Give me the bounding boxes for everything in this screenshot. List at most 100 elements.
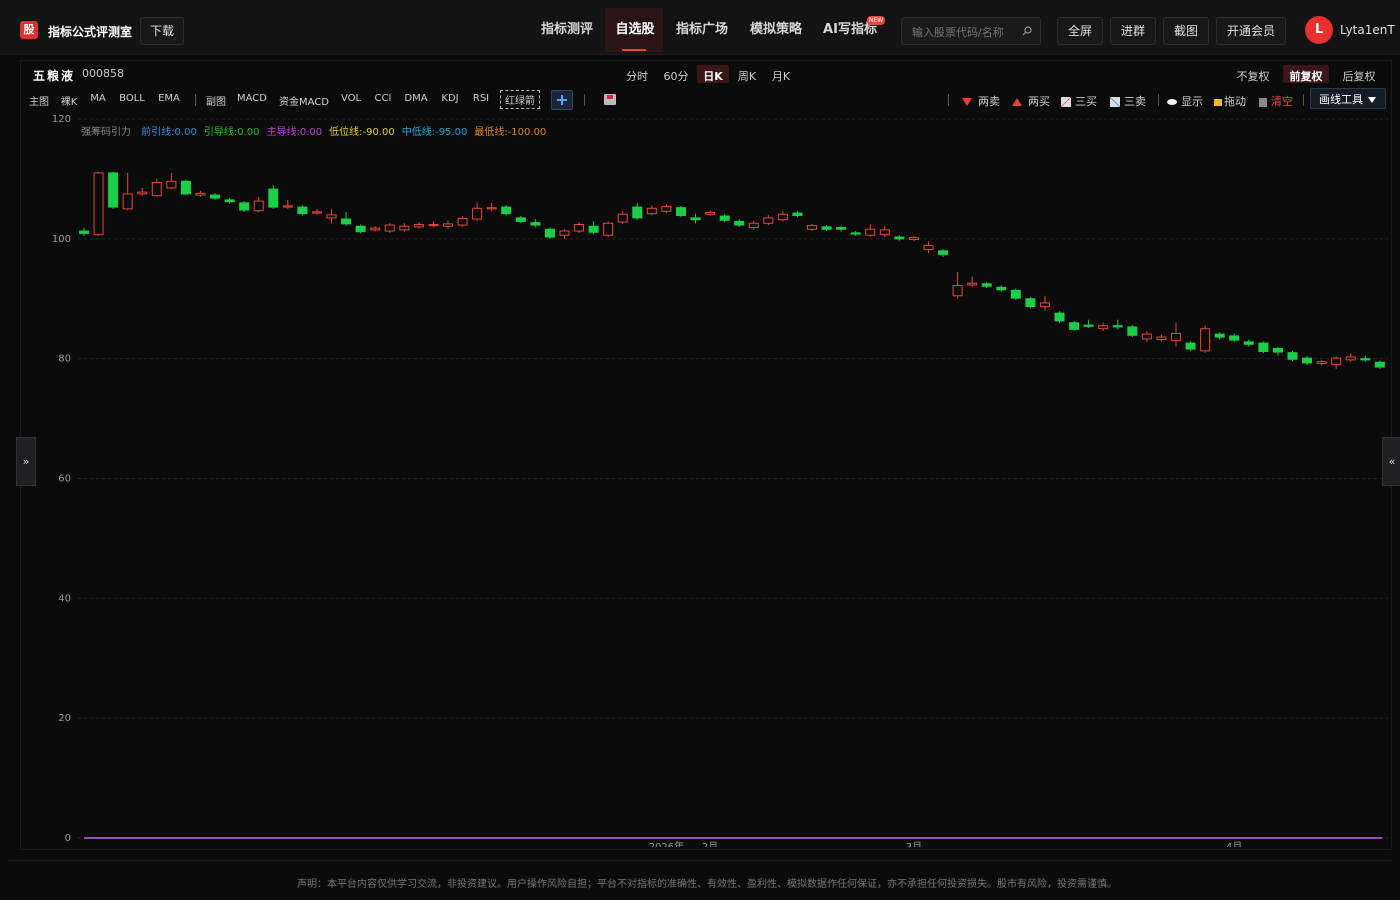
add-button[interactable] (551, 90, 573, 110)
nav-item[interactable]: 模拟策略 (749, 22, 803, 37)
draw-tool[interactable]: 三买 (1061, 93, 1097, 109)
candle-body (1345, 356, 1356, 361)
sub-tool[interactable]: 资金MACD (279, 97, 329, 108)
new-badge: NEW (867, 16, 886, 25)
logo[interactable]: 股 (20, 21, 38, 39)
adjust-option[interactable]: 不复权 (1236, 70, 1270, 83)
nav-active-bg (605, 8, 663, 52)
candle-body (486, 207, 497, 210)
candle-body (282, 205, 293, 208)
collapse-left[interactable]: » (16, 437, 36, 486)
draw-tool[interactable]: 显示 (1167, 93, 1203, 109)
candle-body (1156, 336, 1167, 340)
header-button[interactable]: 全屏 (1057, 17, 1103, 45)
avatar[interactable]: L (1305, 16, 1333, 44)
separator (948, 94, 949, 106)
candle-body (180, 180, 191, 195)
lock-icon (1214, 98, 1222, 106)
candle-body (1331, 357, 1342, 366)
candle-body (996, 286, 1007, 291)
sub-tool[interactable]: KDJ (441, 93, 459, 104)
main-tool[interactable]: 主图 (29, 97, 49, 108)
site-name[interactable]: 指标公式评测室 (48, 25, 133, 39)
adjust-option[interactable]: 前复权 (1289, 70, 1323, 83)
separator (195, 94, 196, 106)
period[interactable]: 日K (703, 70, 723, 83)
period[interactable]: 周K (737, 70, 757, 83)
download-button[interactable]: 下载 (140, 17, 184, 45)
candle-body (661, 205, 672, 212)
candle-body (1010, 289, 1021, 299)
candle-body (952, 285, 963, 297)
candle-body (574, 223, 585, 232)
candle-body (93, 172, 104, 236)
draw-tool[interactable]: 两买 (1012, 93, 1050, 109)
eye-icon (1167, 99, 1177, 105)
candle-body (1316, 361, 1327, 364)
nav-item[interactable]: 指标广场 (675, 22, 729, 37)
nav-item[interactable]: 指标测评 (540, 22, 594, 37)
candle-body (603, 222, 614, 236)
x-tick-label: 2026年 (649, 840, 684, 847)
stock-code: 000858 (82, 67, 124, 80)
nav-item[interactable]: AI写指标 (823, 22, 877, 37)
candle-body (515, 217, 526, 222)
indicator-legend: 强筹码引力 前引线:0.00 引导线:0.00 主导线:0.00 低位线:-90.00… (81, 123, 553, 138)
nav-item[interactable]: 自选股 (615, 22, 655, 37)
separator (584, 94, 585, 106)
sub-tool[interactable]: RSI (472, 93, 490, 104)
y-tick-label: 40 (58, 593, 71, 604)
period[interactable]: 月K (771, 70, 791, 83)
candle-body (1098, 325, 1109, 330)
sub-tool[interactable]: 副图 (206, 97, 226, 108)
sub-tool-active[interactable]: 红绿箭 (500, 90, 540, 109)
candle-body (501, 206, 512, 215)
top-bar: 股 指标公式评测室 下载 指标测评 自选股 指标广场 模拟策略 AI写指标 NE… (0, 0, 1400, 55)
indicator-label: 最低线:-100.00 (474, 127, 547, 138)
search-icon[interactable] (1022, 26, 1032, 36)
candle-body (923, 244, 934, 251)
separator (1303, 94, 1304, 106)
candle-body (1112, 325, 1123, 328)
candle-body (908, 237, 919, 240)
user-name[interactable]: Lyta1enT (1340, 23, 1395, 37)
save-icon[interactable] (604, 94, 616, 105)
header-button[interactable]: 截图 (1163, 17, 1209, 45)
candle-body (457, 217, 468, 226)
adjust-option[interactable]: 后复权 (1342, 70, 1376, 83)
main-tool[interactable]: MA (90, 93, 106, 104)
sub-tool[interactable]: DMA (404, 93, 428, 104)
draw-tool[interactable]: 两卖 (962, 93, 1000, 109)
draw-tools-menu[interactable]: 画线工具 (1310, 88, 1386, 109)
candle-body (1141, 333, 1152, 340)
candle-body (341, 218, 352, 225)
draw-tool[interactable]: 三卖 (1110, 93, 1146, 109)
header-button[interactable]: 进群 (1110, 17, 1156, 45)
sub-tool[interactable]: VOL (340, 93, 362, 104)
candle-body (122, 193, 133, 210)
period[interactable]: 分时 (626, 70, 648, 83)
draw-tool[interactable]: 清空 (1259, 93, 1293, 109)
collapse-right[interactable]: « (1382, 437, 1400, 486)
sub-tool[interactable]: CCI (374, 93, 392, 104)
main-tool[interactable]: 裸K (60, 97, 78, 108)
candle-body (413, 223, 424, 228)
period[interactable]: 60分 (663, 70, 689, 83)
sell-icon (962, 98, 972, 106)
candle-body (1258, 342, 1269, 352)
candle-body (1083, 324, 1094, 327)
search-box[interactable]: 输入股票代码/名称 (901, 17, 1041, 45)
candle-body (617, 213, 628, 223)
draw-tool[interactable]: 拖动 (1214, 93, 1246, 109)
candle-body (1039, 302, 1050, 308)
sub-tool[interactable]: MACD (237, 93, 267, 104)
candle-body (879, 229, 890, 236)
candle-body (777, 213, 788, 221)
header-button[interactable]: 开通会员 (1216, 17, 1286, 45)
candle-body (428, 223, 439, 227)
candle-body (588, 225, 599, 233)
main-tool[interactable]: BOLL (119, 93, 145, 104)
main-tool[interactable]: EMA (158, 93, 180, 104)
candle-body (1374, 361, 1385, 368)
x-tick-label: 2月 (702, 841, 718, 847)
